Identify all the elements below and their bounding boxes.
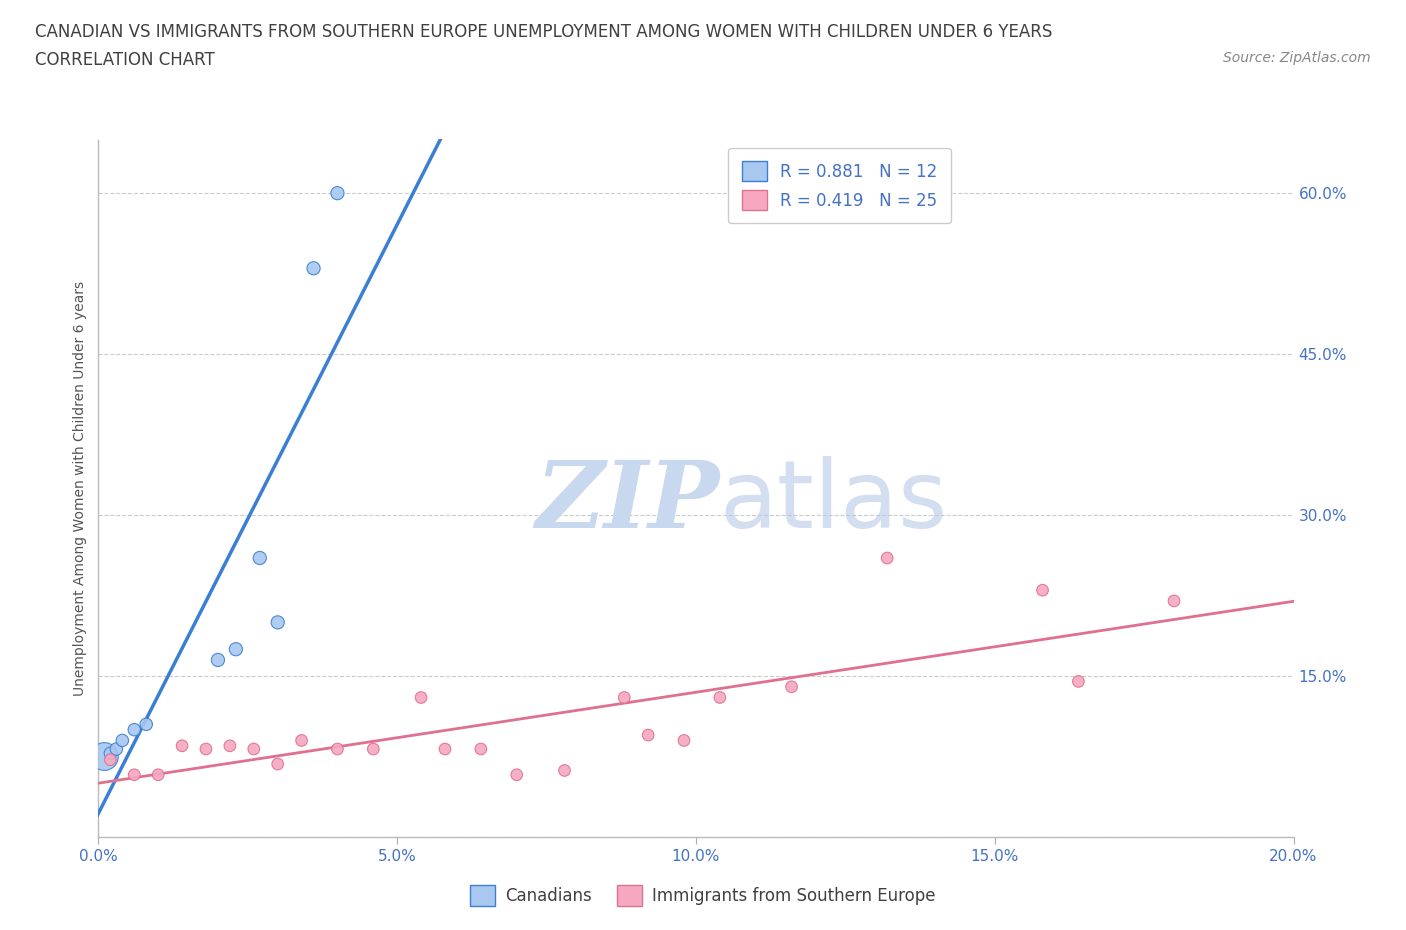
Point [780,679,803,694]
Point [195,741,218,756]
Legend: Canadians, Immigrants from Southern Europe: Canadians, Immigrants from Southern Euro… [464,879,942,912]
Point [302,260,325,275]
Point [219,738,242,753]
Point [243,741,266,756]
Text: Source: ZipAtlas.com: Source: ZipAtlas.com [1223,51,1371,65]
Point [267,757,290,772]
Point [326,741,349,756]
Text: CORRELATION CHART: CORRELATION CHART [35,51,215,69]
Point [709,690,731,705]
Point [135,717,157,732]
Point [124,767,146,782]
Point [93,749,115,764]
Text: ZIP: ZIP [536,458,720,547]
Point [249,551,271,565]
Point [411,690,433,705]
Point [1067,674,1090,689]
Point [148,767,170,782]
Point [100,752,122,767]
Point [470,741,492,756]
Point [225,642,247,657]
Point [267,615,290,630]
Legend: R = 0.881   N = 12, R = 0.419   N = 25: R = 0.881 N = 12, R = 0.419 N = 25 [728,148,950,223]
Point [363,741,385,756]
Point [637,727,659,742]
Point [613,690,636,705]
Point [326,186,349,201]
Point [434,741,457,756]
Point [876,551,898,565]
Point [554,763,576,777]
Text: atlas: atlas [720,457,948,548]
Point [673,733,696,748]
Point [100,746,122,761]
Point [207,653,229,668]
Point [291,733,314,748]
Y-axis label: Unemployment Among Women with Children Under 6 years: Unemployment Among Women with Children U… [73,281,87,696]
Text: CANADIAN VS IMMIGRANTS FROM SOUTHERN EUROPE UNEMPLOYMENT AMONG WOMEN WITH CHILDR: CANADIAN VS IMMIGRANTS FROM SOUTHERN EUR… [35,23,1053,41]
Point [506,767,529,782]
Point [1032,583,1054,598]
Point [124,723,146,737]
Point [172,738,194,753]
Point [111,733,134,748]
Point [105,741,128,756]
Point [1163,593,1185,608]
